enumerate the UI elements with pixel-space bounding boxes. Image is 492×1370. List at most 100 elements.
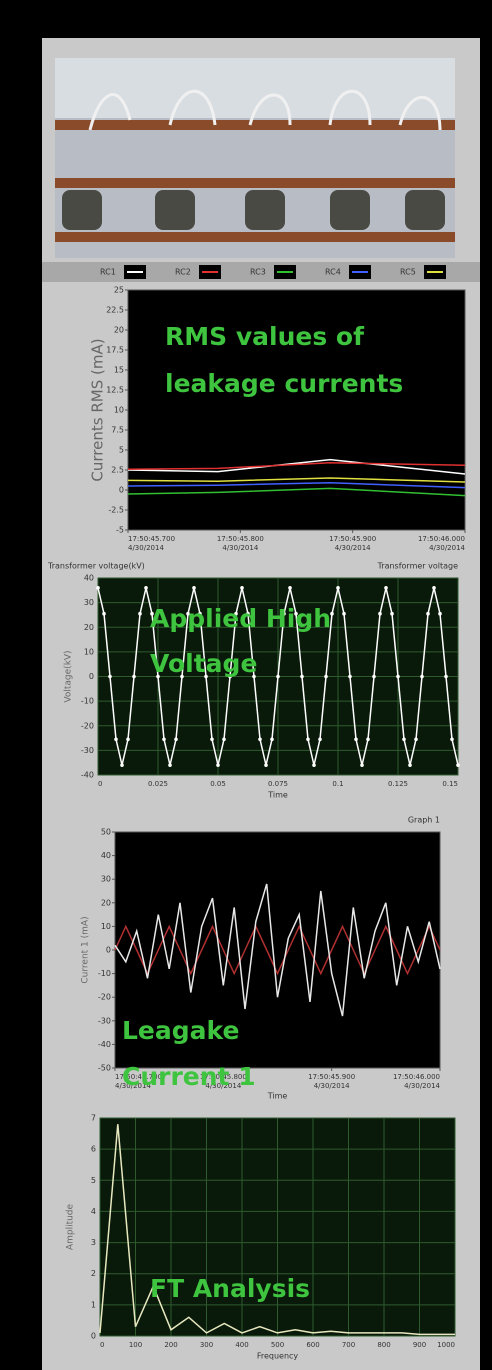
- y-tick-label: 0: [119, 486, 124, 495]
- legend-label: RC3: [250, 268, 266, 277]
- y-tick-label: 5: [91, 1176, 96, 1185]
- panel-header: Transformer voltage(kV): [47, 562, 145, 571]
- x-tick-label: 17:50:45.700: [128, 535, 175, 543]
- x-tick-label: 17:50:45.800: [217, 535, 264, 543]
- data-point: [420, 675, 424, 679]
- annotation: Leagake: [122, 1016, 239, 1045]
- data-point: [102, 612, 106, 616]
- data-point: [300, 675, 304, 679]
- y-axis-label: Voltage(kV): [64, 650, 74, 702]
- y-tick-label: 10: [114, 406, 124, 415]
- app-window: 2522.52017.51512.5107.552.50-2.5-517:50:…: [0, 0, 492, 1370]
- data-point: [108, 675, 112, 679]
- panel-header: Graph 1: [408, 816, 440, 825]
- y-tick-label: 1: [91, 1300, 96, 1309]
- data-point: [306, 737, 310, 741]
- y-tick-label: -50: [98, 1064, 111, 1073]
- y-tick-label: 20: [101, 898, 111, 907]
- data-point: [132, 675, 136, 679]
- data-point: [324, 675, 328, 679]
- y-axis-label: Amplitude: [66, 1203, 76, 1250]
- data-point: [240, 586, 244, 590]
- x-tick-label: 17:50:45.900: [329, 535, 376, 543]
- data-point: [210, 737, 214, 741]
- camera-photo: [55, 58, 455, 258]
- data-point: [288, 586, 292, 590]
- y-tick-label: -30: [98, 1016, 111, 1025]
- legend-label: RC4: [325, 268, 341, 277]
- data-point: [432, 586, 436, 590]
- x-tick-label: 800: [377, 1341, 390, 1349]
- data-point: [396, 675, 400, 679]
- y-tick-label: -10: [98, 969, 111, 978]
- data-point: [168, 763, 172, 767]
- y-tick-label: 10: [84, 647, 94, 656]
- x-tick-label: 600: [306, 1341, 319, 1349]
- y-tick-label: 4: [91, 1207, 96, 1216]
- data-point: [144, 586, 148, 590]
- x-tick-label: 700: [342, 1341, 355, 1349]
- y-tick-label: 2.5: [111, 466, 124, 475]
- x-tick-label: 400: [235, 1341, 248, 1349]
- x-tick-label: 0.05: [210, 780, 226, 788]
- x-tick-label: 17:50:45.900: [308, 1073, 355, 1081]
- data-point: [114, 737, 118, 741]
- data-point: [342, 612, 346, 616]
- x-tick-date: 4/30/2014: [314, 1082, 350, 1090]
- annotation: RMS values of: [165, 322, 365, 351]
- data-point: [378, 612, 382, 616]
- data-point: [348, 675, 352, 679]
- y-tick-label: 50: [101, 828, 111, 837]
- y-tick-label: 2: [91, 1269, 96, 1278]
- y-tick-label: 20: [84, 623, 94, 632]
- data-point: [96, 586, 100, 590]
- y-tick-label: 7.5: [111, 426, 124, 435]
- data-point: [138, 612, 142, 616]
- y-tick-label: -2.5: [108, 506, 124, 515]
- y-tick-label: -40: [81, 771, 94, 780]
- data-point: [318, 737, 322, 741]
- data-point: [258, 737, 262, 741]
- x-tick-label: 0.15: [442, 780, 458, 788]
- x-tick-label: 0.025: [148, 780, 168, 788]
- data-point: [438, 612, 442, 616]
- data-point: [216, 763, 220, 767]
- y-tick-label: 40: [84, 574, 94, 583]
- y-tick-label: 30: [101, 875, 111, 884]
- data-point: [264, 763, 268, 767]
- x-tick-label: 0.1: [332, 780, 343, 788]
- legend-label: RC2: [175, 268, 191, 277]
- data-point: [354, 737, 358, 741]
- x-tick-date: 4/30/2014: [335, 544, 371, 552]
- y-tick-label: 30: [84, 598, 94, 607]
- y-tick-label: -30: [81, 746, 94, 755]
- data-point: [174, 737, 178, 741]
- data-point: [336, 586, 340, 590]
- data-point: [162, 737, 166, 741]
- data-point: [360, 763, 364, 767]
- y-tick-label: 0: [106, 946, 111, 955]
- x-tick-date: 4/30/2014: [404, 1082, 440, 1090]
- y-tick-label: 0: [89, 672, 94, 681]
- data-point: [456, 763, 460, 767]
- y-tick-label: 22.5: [106, 306, 124, 315]
- y-tick-label: 3: [91, 1238, 96, 1247]
- y-tick-label: -20: [98, 993, 111, 1002]
- data-point: [366, 737, 370, 741]
- y-tick-label: 40: [101, 851, 111, 860]
- x-tick-label: 500: [271, 1341, 284, 1349]
- panel-header: Transformer voltage: [377, 562, 459, 571]
- y-axis-label: Currents RMS (mA): [89, 338, 107, 481]
- y-tick-label: -10: [81, 697, 94, 706]
- y-tick-label: 17.5: [106, 346, 124, 355]
- data-point: [276, 675, 280, 679]
- x-tick-label: 1000: [437, 1341, 455, 1349]
- x-tick-date: 4/30/2014: [128, 544, 164, 552]
- data-point: [414, 737, 418, 741]
- annotation: FT Analysis: [150, 1274, 310, 1303]
- y-tick-label: 10: [101, 922, 111, 931]
- legend-label: RC1: [100, 268, 116, 277]
- y-tick-label: 0: [91, 1332, 96, 1341]
- y-axis-label: Current 1 (mA): [81, 916, 91, 983]
- x-tick-label: 0: [98, 780, 102, 788]
